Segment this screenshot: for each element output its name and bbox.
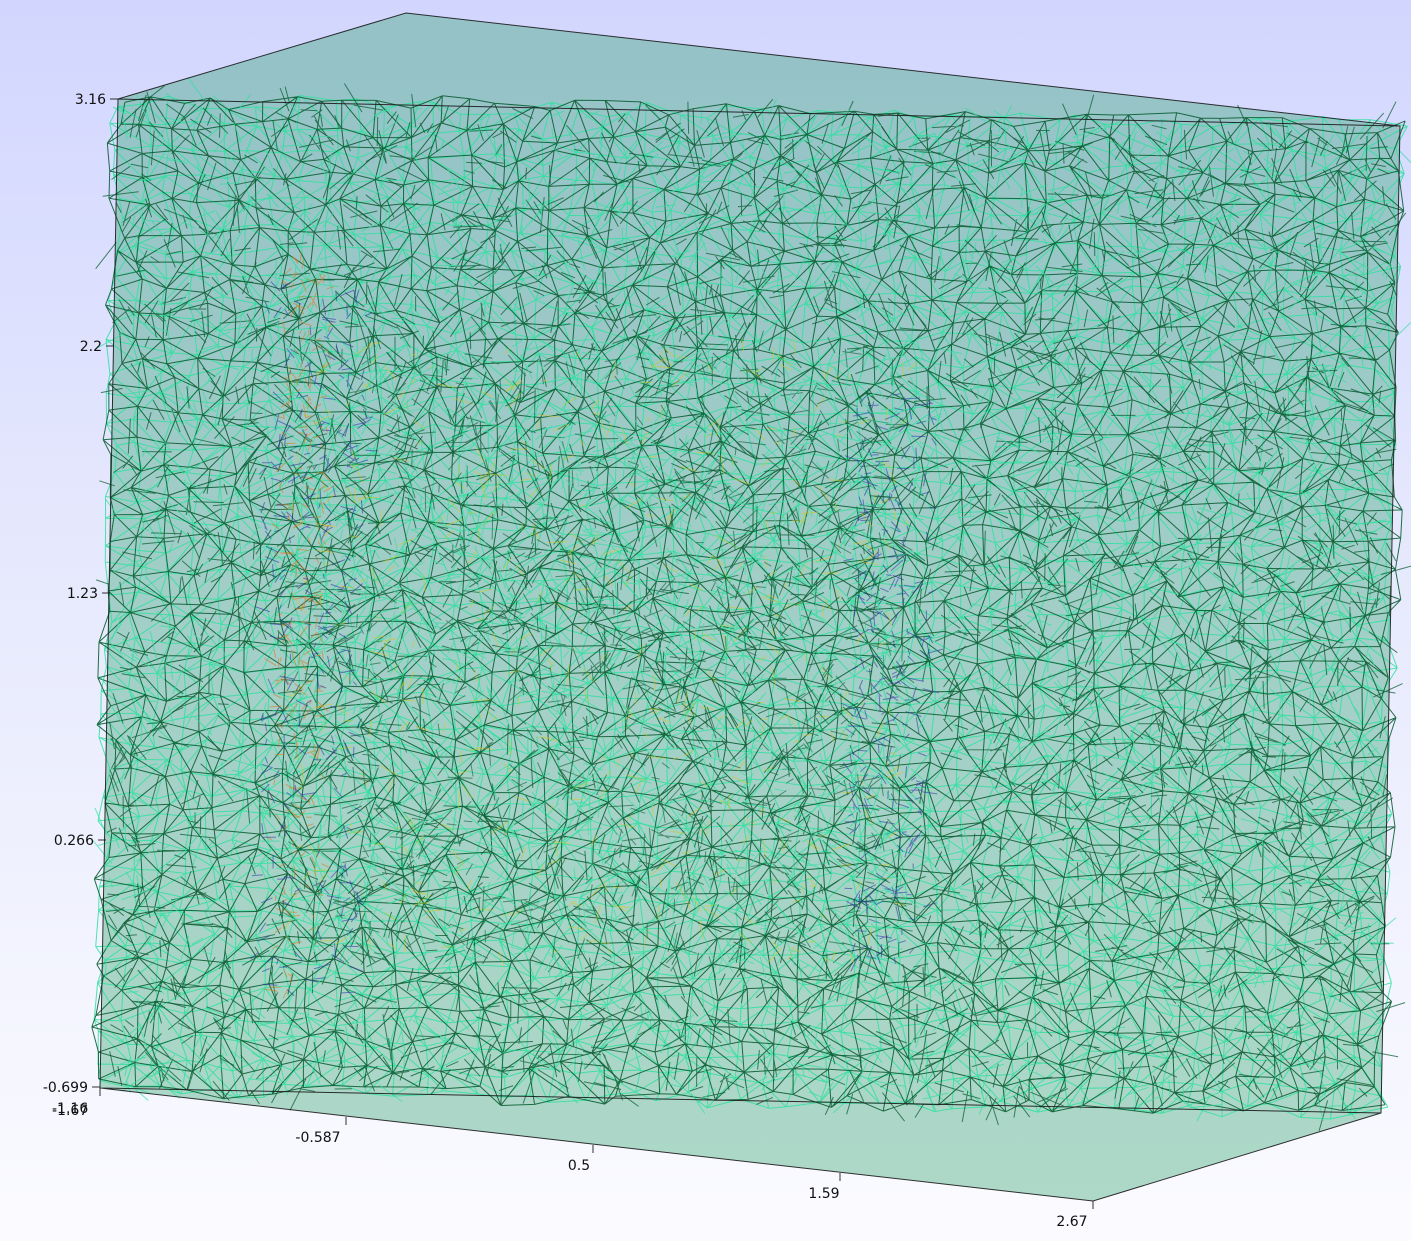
depth-tick-label: -1.16 bbox=[52, 1101, 89, 1117]
x-tick-label: -0.587 bbox=[295, 1130, 341, 1146]
mesh-inner-light bbox=[275, 330, 917, 974]
y-tick-label: 2.2 bbox=[79, 339, 102, 355]
x-tick-label: -1.67 bbox=[52, 1103, 89, 1119]
mesh-inner-orange bbox=[263, 251, 336, 999]
mesh-surface-light bbox=[93, 95, 1408, 1120]
y-tick-label: -0.699 bbox=[42, 1080, 88, 1096]
x-tick-label: 0.5 bbox=[567, 1158, 591, 1174]
mesh-interior-light bbox=[92, 77, 1411, 1122]
axis-ticks bbox=[92, 98, 1094, 1209]
y-tick-label: 1.23 bbox=[66, 586, 98, 602]
y-tick-label: 3.16 bbox=[74, 92, 106, 108]
x-tick-label: 2.67 bbox=[1056, 1214, 1088, 1230]
x-tick-label: 1.59 bbox=[808, 1186, 840, 1202]
mesh-interior-dark bbox=[95, 83, 1411, 1132]
y-tick-label: 0.266 bbox=[53, 833, 94, 849]
